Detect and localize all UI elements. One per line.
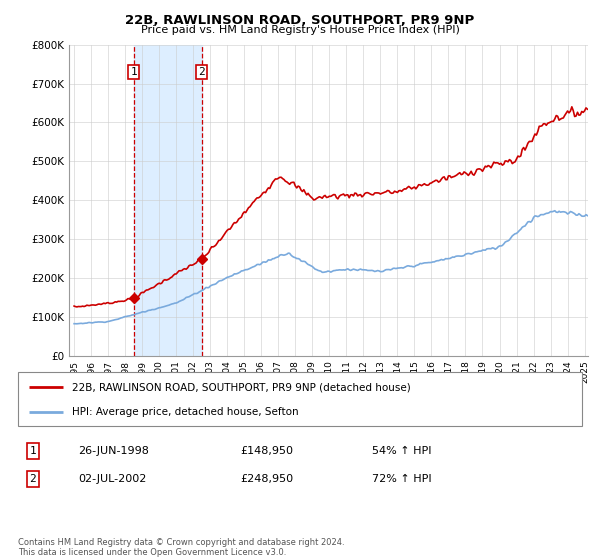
FancyBboxPatch shape xyxy=(18,372,582,426)
Text: £148,950: £148,950 xyxy=(240,446,293,456)
Text: 26-JUN-1998: 26-JUN-1998 xyxy=(78,446,149,456)
Text: Price paid vs. HM Land Registry's House Price Index (HPI): Price paid vs. HM Land Registry's House … xyxy=(140,25,460,35)
Text: £248,950: £248,950 xyxy=(240,474,293,484)
Text: 1: 1 xyxy=(29,446,37,456)
Text: 02-JUL-2002: 02-JUL-2002 xyxy=(78,474,146,484)
Bar xyxy=(134,45,202,356)
Text: HPI: Average price, detached house, Sefton: HPI: Average price, detached house, Seft… xyxy=(71,407,298,417)
Text: 54% ↑ HPI: 54% ↑ HPI xyxy=(372,446,431,456)
Text: 2: 2 xyxy=(29,474,37,484)
Text: 22B, RAWLINSON ROAD, SOUTHPORT, PR9 9NP (detached house): 22B, RAWLINSON ROAD, SOUTHPORT, PR9 9NP … xyxy=(71,382,410,393)
Text: 2: 2 xyxy=(199,67,205,77)
Text: 22B, RAWLINSON ROAD, SOUTHPORT, PR9 9NP: 22B, RAWLINSON ROAD, SOUTHPORT, PR9 9NP xyxy=(125,14,475,27)
Text: Contains HM Land Registry data © Crown copyright and database right 2024.
This d: Contains HM Land Registry data © Crown c… xyxy=(18,538,344,557)
Text: 72% ↑ HPI: 72% ↑ HPI xyxy=(372,474,431,484)
Text: 1: 1 xyxy=(130,67,137,77)
